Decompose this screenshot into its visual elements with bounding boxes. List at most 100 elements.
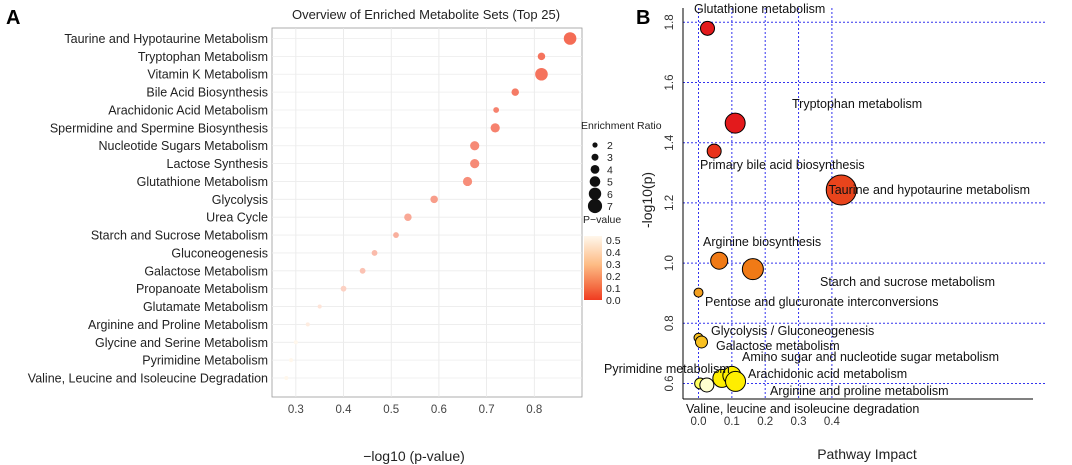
panel-a-plot-area [271, 27, 583, 398]
panel-a-point [293, 340, 298, 345]
panel-a-point [535, 67, 548, 81]
panel-a-label: A [6, 7, 20, 29]
panel-a-x-tick: 0.6 [431, 404, 447, 416]
p-value-colorbar [584, 236, 602, 300]
panel-b: B 0.0 0.1 0.2 0.3 0.4 0.60.81.01.21.41.61.8 … [604, 2, 1045, 462]
panel-b-y-tick: 1.2 [664, 195, 676, 211]
p-value-legend-tick: 0.2 [606, 271, 621, 283]
panel-b-gridlines [683, 8, 1045, 399]
panel-b-point-label: Arginine biosynthesis [703, 235, 821, 249]
panel-a-points [284, 32, 577, 381]
p-value-legend-title: P−value [583, 214, 621, 226]
panel-b-point [706, 143, 722, 159]
size-legend-value: 6 [607, 189, 613, 201]
size-legend-dot [592, 142, 598, 148]
p-value-legend-tick: 0.5 [606, 235, 621, 247]
category-label: Valine, Leucine and Isoleucine Degradati… [28, 372, 268, 386]
category-label: Arachidonic Acid Metabolism [108, 103, 268, 117]
panel-a-point [537, 52, 546, 61]
panel-a-x-tick: 0.4 [336, 404, 353, 416]
panel-b-y-tick: 1.6 [664, 75, 676, 91]
category-label: Glycine and Serine Metabolism [95, 336, 268, 350]
category-label: Bile Acid Biosynthesis [146, 86, 268, 100]
category-label: Galactose Metabolism [144, 264, 268, 278]
panel-b-y-tick: 1.0 [664, 255, 676, 271]
category-label: Propanoate Metabolism [136, 282, 268, 296]
panel-b-x-tick: 0.3 [791, 416, 807, 428]
panel-b-point [724, 112, 746, 134]
p-value-legend: P−value 0.50.40.30.20.10.0 [583, 214, 621, 307]
panel-a-point [317, 304, 322, 309]
category-label: Gluconeogenesis [171, 246, 268, 260]
panel-b-point-label: Tryptophan metabolism [792, 97, 922, 111]
panel-a-point [393, 232, 399, 238]
panel-b-point-label: Pentose and glucuronate interconversions [705, 295, 938, 309]
panel-a-x-tick: 0.3 [288, 404, 304, 416]
panel-b-point [693, 287, 704, 298]
panel-a-point [404, 213, 412, 221]
category-label: Pyrimidine Metabolism [142, 354, 268, 368]
panel-a-point [470, 141, 480, 151]
panel-b-y-tick: 1.4 [664, 134, 676, 151]
panel-a-title: Overview of Enriched Metabolite Sets (To… [292, 7, 560, 22]
size-legend-dot [588, 187, 602, 200]
panel-a-category-labels: Taurine and Hypotaurine Metabolism Trypto… [28, 32, 268, 386]
panel-b-points [693, 20, 857, 393]
panel-a-point [371, 250, 378, 256]
panel-b-point-label: Glutathione metabolism [694, 2, 825, 16]
category-label: Nucleotide Sugars Metabolism [98, 139, 268, 153]
panel-b-x-tick: 0.2 [757, 416, 773, 428]
panel-a-point [470, 158, 480, 169]
panel-b-point [710, 251, 729, 270]
panel-b-point-label: Taurine and hypotaurine metabolism [828, 183, 1030, 197]
panel-b-point-label: Starch and sucrose metabolism [820, 275, 995, 289]
panel-b-y-tick: 0.8 [664, 315, 676, 331]
size-legend-value: 3 [607, 152, 613, 164]
category-label: Glutathione Metabolism [137, 175, 268, 189]
category-label: Taurine and Hypotaurine Metabolism [64, 32, 268, 46]
category-label: Urea Cycle [206, 211, 268, 225]
panel-b-point [699, 377, 715, 393]
panel-b-y-tick: 1.8 [664, 14, 676, 30]
panel-b-x-tick: 0.1 [724, 416, 740, 428]
panel-a-point [493, 107, 500, 113]
panel-b-point [725, 370, 747, 392]
category-label: Vitamin K Metabolism [147, 68, 268, 82]
panel-b-label: B [636, 7, 650, 29]
size-legend-dot [587, 198, 603, 214]
panel-b-point-label: Pyrimidine metabolism [604, 362, 730, 376]
category-label: Glutamate Metabolism [143, 300, 268, 314]
size-legend-dot [590, 165, 600, 174]
panel-b-point [825, 174, 857, 206]
panel-a-x-axis-title: −log10 (p-value) [363, 448, 465, 464]
panel-b-point-label: Valine, leucine and isoleucine degradati… [686, 402, 919, 416]
category-label: Spermidine and Spermine Biosynthesis [50, 121, 268, 135]
panel-a-point [563, 32, 577, 45]
panel-b-point-label: Amino sugar and nucleotide sugar metabol… [742, 350, 999, 364]
size-legend-value: 5 [607, 177, 613, 189]
panel-a-point [511, 88, 519, 96]
panel-b-point [695, 335, 709, 349]
panel-b-point-label: Primary bile acid biosynthesis [700, 158, 865, 172]
size-legend-value: 7 [607, 201, 613, 213]
panel-a-point [359, 267, 366, 274]
size-legend-dot [589, 176, 601, 187]
panel-b-x-axis-title: Pathway Impact [817, 446, 917, 462]
p-value-legend-tick: 0.3 [606, 259, 621, 271]
p-value-legend-tick: 0.4 [606, 247, 621, 259]
panel-b-y-tick: 0.6 [664, 376, 676, 392]
panel-a-point [284, 375, 289, 381]
panel-a-gridlines [272, 28, 582, 397]
panel-b-x-tick: 0.0 [691, 416, 707, 428]
category-label: Starch and Sucrose Metabolism [91, 229, 268, 243]
panel-b-x-tick-labels: 0.0 0.1 0.2 0.3 0.4 [691, 416, 841, 428]
size-legend-value: 4 [607, 164, 613, 176]
panel-b-point-label: Galactose metabolism [716, 339, 840, 353]
panel-a-point [490, 123, 500, 133]
panel-b-point-label: Arachidonic acid metabolism [748, 367, 907, 381]
size-legend-dot [591, 153, 599, 161]
size-legend-value: 2 [607, 140, 613, 152]
panel-b-point-label: Glycolysis / Gluconeogenesis [711, 324, 874, 338]
panel-a-point [340, 285, 347, 292]
